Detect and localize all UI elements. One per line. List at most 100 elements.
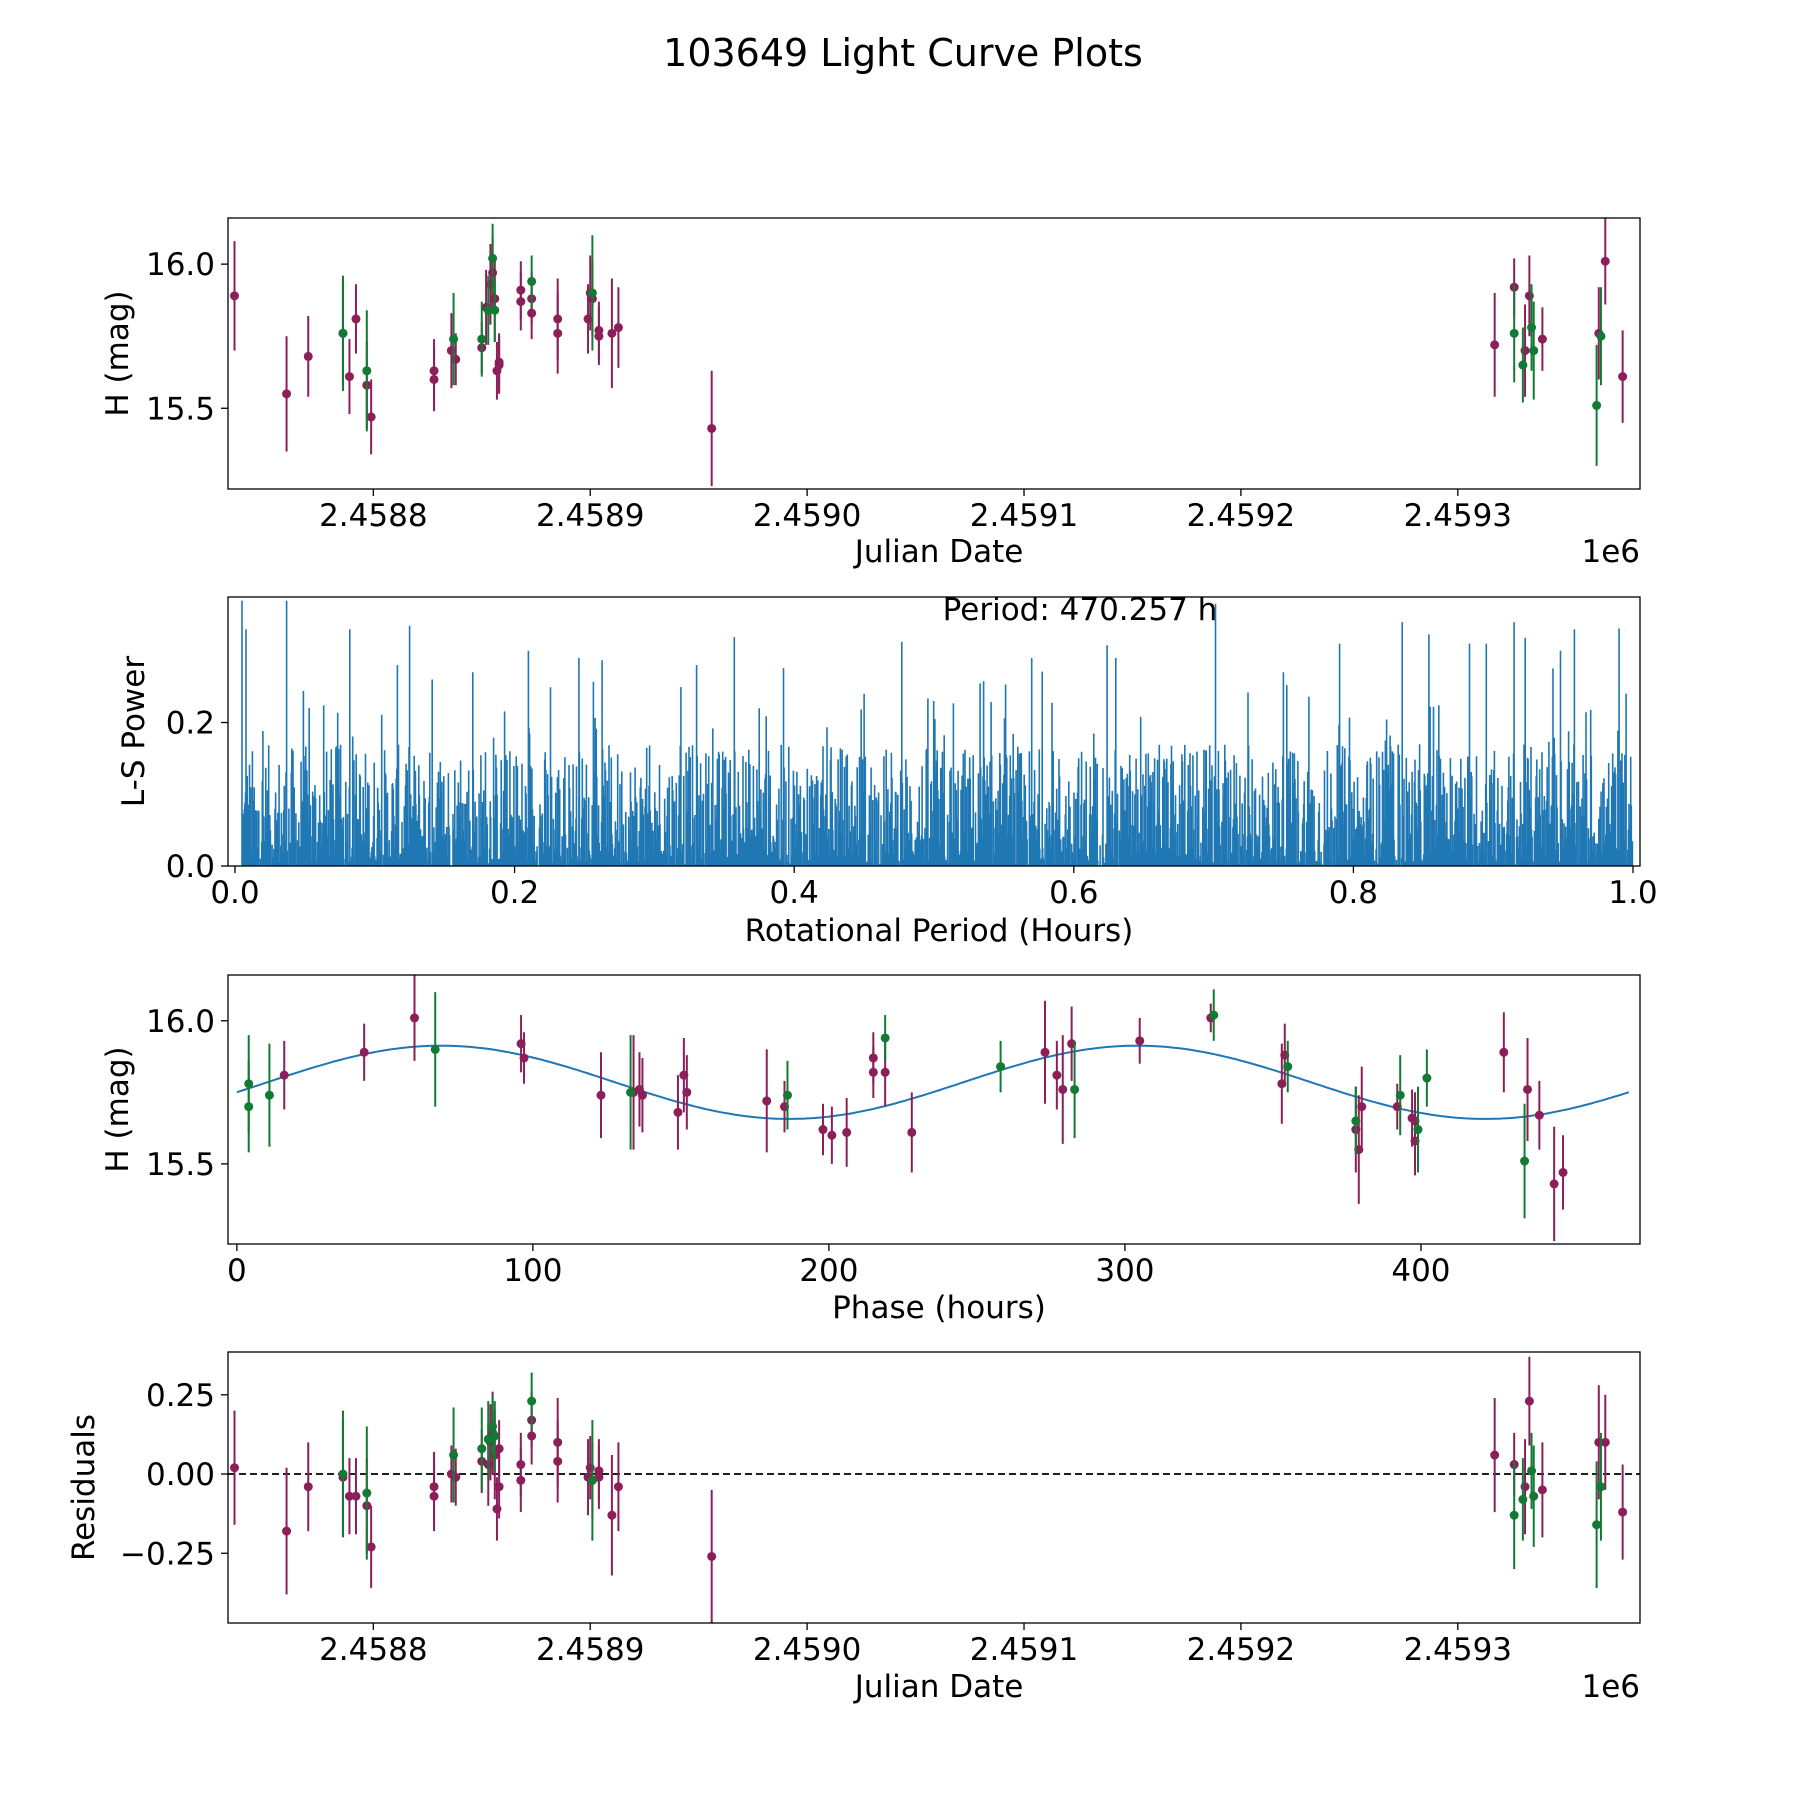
data-point [587, 1475, 597, 1485]
plot-area [228, 1356, 1640, 1623]
y-tick-label: 16.0 [146, 247, 215, 283]
data-point [1600, 1437, 1610, 1447]
data-point [344, 372, 354, 382]
data-point [449, 334, 459, 344]
data-point [907, 1127, 917, 1137]
data-point [430, 1044, 440, 1054]
data-point [494, 1444, 504, 1454]
periodogram-line [241, 600, 1634, 866]
y-axis-label: Residuals [66, 1414, 102, 1561]
y-tick-label: 0.2 [166, 706, 215, 742]
data-point [409, 1013, 419, 1023]
x-tick-label: 2.4592 [1187, 1632, 1295, 1668]
x-tick-label: 2.4588 [319, 1632, 427, 1668]
y-axis-label: H (mag) [100, 290, 136, 416]
data-point [483, 305, 493, 315]
x-tick-label: 0 [227, 1253, 247, 1289]
data-point [842, 1127, 852, 1137]
plot-area [236, 975, 1630, 1242]
data-point [1395, 1090, 1405, 1100]
data-point [827, 1130, 837, 1140]
subplot-lc: 2.4588 2.4589 2.4590 2.4591 2.4592 2.4593 15.5… [100, 217, 1641, 570]
data-point [1529, 346, 1539, 356]
data-point [1052, 1070, 1062, 1080]
data-point [1618, 372, 1628, 382]
data-point [429, 374, 439, 384]
data-point [1058, 1084, 1068, 1094]
data-point [553, 1456, 563, 1466]
data-point [1357, 1102, 1367, 1112]
data-point [1558, 1167, 1568, 1177]
data-point [1422, 1073, 1432, 1083]
data-point [449, 1450, 459, 1460]
x-tick-label: 2.4589 [536, 1632, 644, 1668]
y-tick-label: 0.0 [166, 849, 215, 885]
data-point [1351, 1116, 1361, 1126]
x-tick-label: 2.4590 [753, 498, 861, 534]
x-axis-label: Phase (hours) [832, 1290, 1046, 1326]
data-point [490, 305, 500, 315]
data-point [1618, 1507, 1628, 1517]
data-point [366, 1542, 376, 1552]
data-point [344, 1491, 354, 1501]
data-point [527, 1396, 537, 1406]
data-point [782, 1090, 792, 1100]
data-point [1040, 1047, 1050, 1057]
subplot-phase: 0 100 200 300 400 15.5 16.0 Phase (hours) H (mag… [100, 974, 1641, 1326]
data-point [637, 1090, 647, 1100]
data-point [613, 323, 623, 333]
series-purple-filter [279, 975, 1568, 1242]
data-point [1523, 1084, 1533, 1094]
fit-curve [236, 1044, 1630, 1120]
x-tick-label: 2.4593 [1404, 498, 1512, 534]
series-purple-filter [230, 218, 1628, 487]
data-point [362, 1488, 372, 1498]
x-tick-label: 2.4588 [319, 498, 427, 534]
data-point [1070, 1084, 1080, 1094]
data-point [553, 328, 563, 338]
data-point [519, 1053, 529, 1063]
data-point [282, 389, 292, 399]
data-point [1499, 1047, 1509, 1057]
x-tick-label: 1.0 [1608, 875, 1657, 911]
series-purple-filter [230, 1356, 1628, 1623]
data-point [1283, 1062, 1293, 1072]
data-point [626, 1087, 636, 1097]
data-point [338, 328, 348, 338]
x-tick-label: 2.4593 [1404, 1632, 1512, 1668]
data-point [587, 288, 597, 298]
series-green-filter [338, 1372, 1606, 1589]
data-point [1509, 328, 1519, 338]
x-tick-label: 0.2 [490, 875, 539, 911]
x-tick-label: 100 [503, 1253, 562, 1289]
axes-frame [227, 217, 1641, 490]
x-tick-label: 0.4 [770, 875, 819, 911]
y-tick-label: 15.5 [146, 1147, 215, 1183]
plot-area [241, 600, 1634, 866]
data-point [880, 1033, 890, 1043]
x-tick-label: 0.8 [1329, 875, 1378, 911]
data-point [607, 1510, 617, 1520]
y-tick-label: 0.00 [146, 1457, 215, 1493]
data-point [1209, 1010, 1219, 1020]
data-point [1529, 1491, 1539, 1501]
data-point [1524, 1396, 1534, 1406]
data-point [230, 1463, 240, 1473]
x-axis-label: Rotational Period (Hours) [745, 913, 1134, 949]
series-green-filter [244, 989, 1530, 1219]
subplot-ls: Period: 470.257 h 0.0 0.2 0.4 0.6 0.8 1.0 0.0 0.… [116, 592, 1658, 949]
data-point [527, 1431, 537, 1441]
data-point [707, 1551, 717, 1561]
figure-title: 103649 Light Curve Plots [663, 31, 1143, 75]
data-point [303, 1482, 313, 1492]
data-point [516, 297, 526, 307]
x-tick-label: 2.4591 [970, 1632, 1078, 1668]
data-point [868, 1053, 878, 1063]
data-point [279, 1070, 289, 1080]
data-point [613, 1482, 623, 1492]
axes-frame [227, 1351, 1641, 1624]
axes-frame [227, 974, 1641, 1245]
data-point [818, 1125, 828, 1135]
data-point [494, 357, 504, 367]
